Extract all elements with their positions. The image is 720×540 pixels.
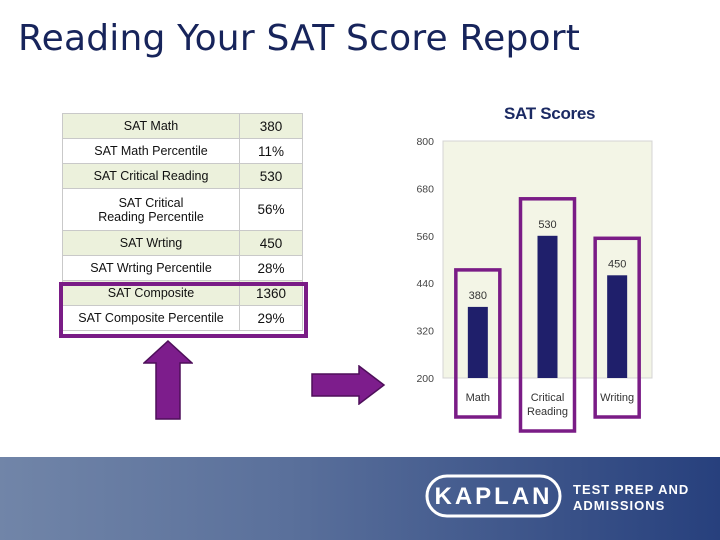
table-row: SAT Critical Reading 530 — [62, 163, 303, 189]
row-label: SAT Critical Reading Percentile — [62, 188, 240, 231]
up-arrow-icon — [143, 340, 193, 420]
chart-title: SAT Scores — [504, 104, 596, 123]
footer-band — [0, 457, 720, 540]
x-tick-label: Writing — [600, 392, 634, 404]
row-label: SAT Critical Reading — [62, 163, 240, 189]
row-value: 450 — [239, 230, 303, 256]
kaplan-logo-icon: KAPLAN — [425, 474, 562, 518]
row-value: 11% — [239, 138, 303, 164]
row-label-line: Reading Percentile — [98, 209, 204, 224]
data-label: 530 — [538, 219, 556, 231]
composite-highlight-box — [59, 282, 308, 338]
row-value: 530 — [239, 163, 303, 189]
tagline-line: ADMISSIONS — [573, 498, 666, 513]
bar — [537, 235, 558, 378]
table-row: SAT Wrting 450 — [62, 230, 303, 256]
footer-tagline: TEST PREP AND ADMISSIONS — [573, 482, 689, 514]
kaplan-logo-text: KAPLAN — [435, 483, 553, 510]
table-row: SAT Math 380 — [62, 113, 303, 139]
y-tick-label: 200 — [416, 373, 434, 385]
row-label: SAT Math — [62, 113, 240, 139]
table-row: SAT Critical Reading Percentile 56% — [62, 188, 303, 231]
row-label: SAT Composite Percentile — [62, 305, 240, 331]
bar-highlight-box — [454, 268, 502, 419]
data-label: 380 — [469, 290, 487, 302]
row-value: 380 — [239, 113, 303, 139]
bar — [467, 306, 488, 378]
tagline-line: TEST PREP AND — [573, 482, 690, 497]
row-label-line: SAT Critical — [118, 195, 184, 210]
bar-highlight-box — [518, 197, 577, 433]
y-tick-label: 680 — [416, 183, 434, 195]
right-arrow-icon — [311, 365, 386, 405]
bar — [607, 275, 628, 378]
x-tick-label: Reading — [527, 406, 568, 418]
y-tick-label: 320 — [416, 326, 434, 338]
page-title: Reading Your SAT Score Report — [18, 18, 581, 59]
y-tick-label: 800 — [416, 136, 434, 148]
x-tick-label: Math — [466, 392, 490, 404]
data-label: 450 — [608, 258, 626, 270]
row-value: 29% — [239, 305, 303, 331]
x-tick-label: Critical — [531, 392, 565, 404]
y-tick-label: 560 — [416, 231, 434, 243]
row-value: 28% — [239, 255, 303, 281]
bar-highlight-box — [593, 236, 641, 419]
table-row: SAT Composite Percentile 29% — [62, 305, 303, 331]
y-tick-label: 440 — [416, 278, 434, 290]
row-label: SAT Wrting — [62, 230, 240, 256]
